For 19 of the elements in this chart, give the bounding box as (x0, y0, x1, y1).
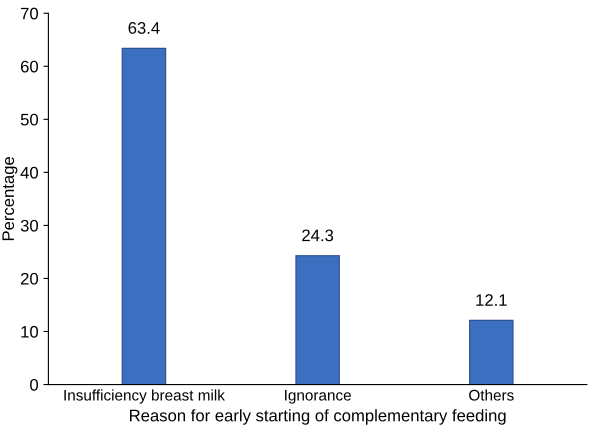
y-tick-label: 40 (20, 166, 38, 179)
x-tick-label: Ignorance (285, 390, 351, 404)
y-tick-label: 60 (20, 60, 38, 73)
x-axis-title: Reason for early starting of complementary feeding (130, 409, 506, 425)
bar (469, 320, 514, 385)
y-tick-label: 30 (20, 220, 38, 232)
data-label: 24.3 (302, 229, 334, 242)
x-tick-label: Others (469, 389, 514, 401)
bar (295, 255, 340, 385)
y-axis-title: Percentage (2, 157, 18, 240)
data-label: 63.4 (128, 22, 160, 34)
y-tick-label: 70 (20, 8, 38, 20)
x-tick-label: Insufficiency breast milk (64, 389, 225, 404)
y-tick-label: 10 (21, 326, 38, 338)
y-tick-label: 20 (20, 272, 38, 285)
y-tick-label: 0 (30, 378, 38, 391)
y-tick-label: 50 (20, 114, 38, 126)
data-label: 12.1 (476, 294, 507, 306)
bar (122, 48, 166, 385)
